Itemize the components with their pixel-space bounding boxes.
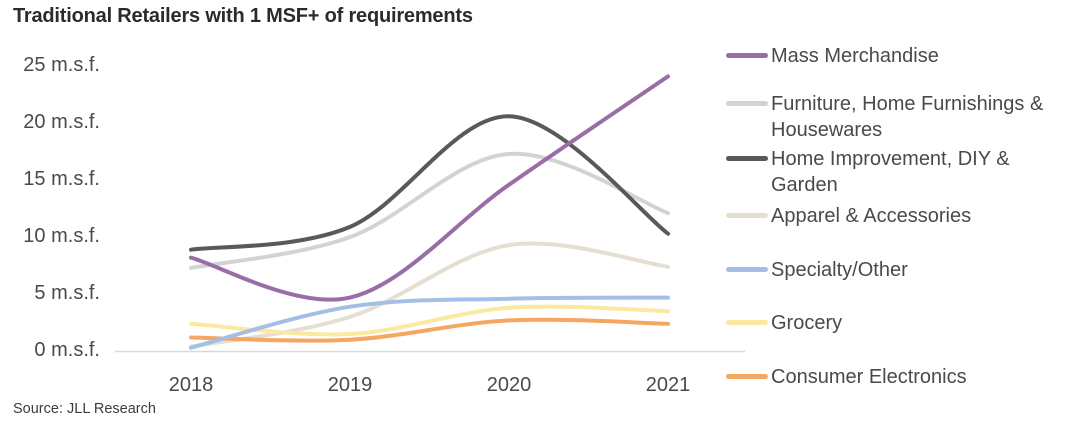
series-line-specialty-other — [189, 295, 670, 350]
legend-swatch-apparel-accessories — [726, 213, 768, 218]
legend-label: Furniture, Home Furnishings & Housewares — [771, 93, 1044, 141]
legend-swatch-consumer-electronics — [726, 374, 768, 379]
x-axis-tick-label: 2018 — [168, 374, 214, 396]
series-line-apparel-accessories — [189, 241, 670, 349]
series-line-home-improvement-diy-garden — [189, 114, 670, 252]
legend-item-mass-merchandise: Mass Merchandise — [726, 43, 939, 69]
legend-item-home-improvement-diy-garden: Home Improvement, DIY & Garden — [726, 146, 1076, 198]
y-axis-tick-label: 10 m.s.f. — [23, 225, 100, 247]
series-line-grocery — [189, 304, 670, 337]
legend-item-consumer-electronics: Consumer Electronics — [726, 364, 967, 390]
legend-item-apparel-accessories: Apparel & Accessories — [726, 203, 971, 229]
legend-label: Specialty/Other — [771, 259, 908, 281]
legend-label: Apparel & Accessories — [771, 205, 972, 227]
legend-item-furniture-home-furnishings-housewares: Furniture, Home Furnishings & Housewares — [726, 91, 1076, 143]
legend-swatch-specialty-other — [726, 267, 768, 272]
legend-label: Consumer Electronics — [771, 366, 967, 388]
legend-item-specialty-other: Specialty/Other — [726, 257, 908, 283]
legend-swatch-mass-merchandise — [726, 53, 768, 58]
y-axis-tick-label: 25 m.s.f. — [23, 54, 100, 76]
legend-swatch-home-improvement-diy-garden — [726, 156, 768, 161]
y-axis-tick-label: 15 m.s.f. — [23, 168, 100, 190]
series-line-furniture-home-furnishings-housewares — [189, 151, 670, 270]
x-axis-tick-label: 2020 — [486, 374, 532, 396]
y-axis-tick-label: 5 m.s.f. — [34, 282, 100, 304]
x-axis-tick-label: 2021 — [645, 374, 691, 396]
legend-item-grocery: Grocery — [726, 310, 842, 336]
legend-label: Grocery — [771, 312, 843, 334]
y-axis-tick-label: 20 m.s.f. — [23, 111, 100, 133]
source-note: Source: JLL Research — [13, 401, 156, 417]
legend-label: Home Improvement, DIY & Garden — [771, 148, 1010, 196]
legend-swatch-grocery — [726, 320, 768, 325]
series-line-mass-merchandise — [189, 74, 670, 302]
x-axis-tick-label: 2019 — [327, 374, 373, 396]
chart-title: Traditional Retailers with 1 MSF+ of req… — [13, 5, 473, 27]
series-line-consumer-electronics — [189, 317, 670, 343]
y-axis-tick-label: 0 m.s.f. — [34, 339, 100, 361]
legend-label: Mass Merchandise — [771, 45, 939, 67]
legend-swatch-furniture-home-furnishings-housewares — [726, 101, 768, 106]
